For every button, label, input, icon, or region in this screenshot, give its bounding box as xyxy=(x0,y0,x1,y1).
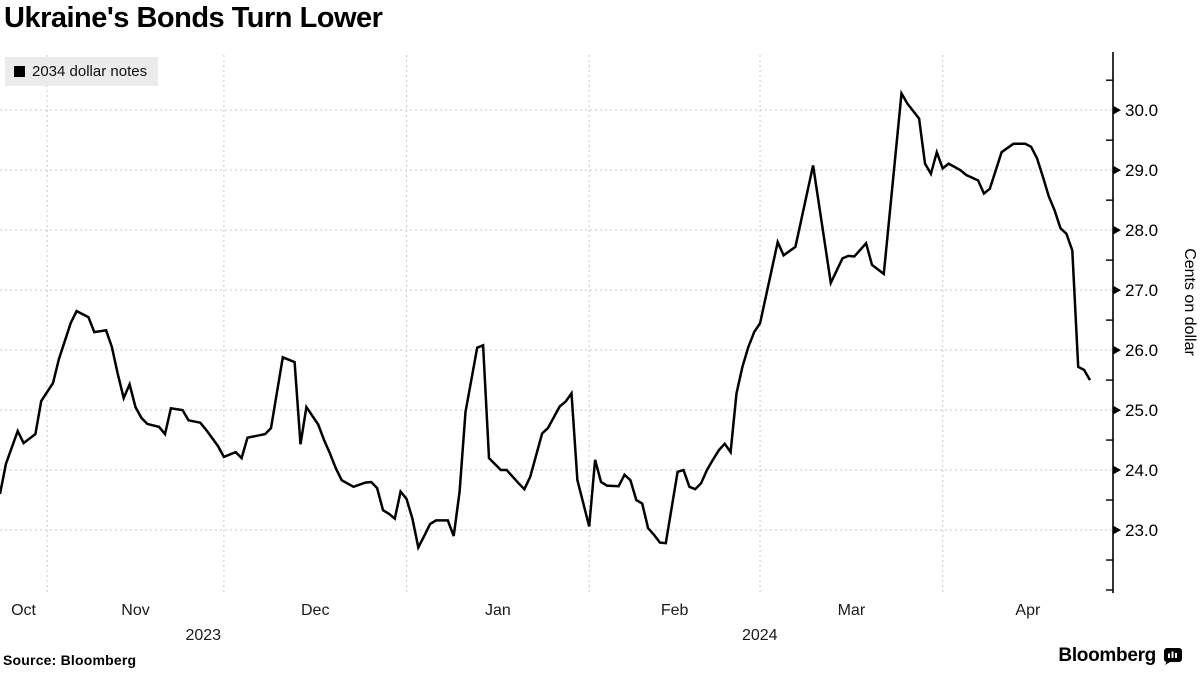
x-month-label: Nov xyxy=(121,602,149,619)
y-tick-label: 24.0 xyxy=(1125,461,1158,480)
bloomberg-wordmark: Bloomberg xyxy=(1058,645,1182,667)
y-tick-label: 23.0 xyxy=(1125,521,1158,540)
y-tick-label: 29.0 xyxy=(1125,161,1158,180)
y-tick-arrow-icon xyxy=(1113,285,1121,295)
x-month-label: Dec xyxy=(301,602,329,619)
legend-swatch-icon xyxy=(14,66,25,77)
brand-text: Bloomberg xyxy=(1058,645,1156,666)
bloomberg-terminal-icon xyxy=(1163,647,1182,665)
page-title: Ukraine's Bonds Turn Lower xyxy=(4,2,383,34)
x-year-label: 2023 xyxy=(185,627,221,644)
x-month-label: Apr xyxy=(1015,602,1041,619)
x-year-label: 2024 xyxy=(742,627,778,644)
x-month-label: Jan xyxy=(485,602,511,619)
price-line-2034-dollar-notes xyxy=(0,89,1092,552)
source-attribution: Source: Bloomberg xyxy=(3,652,137,668)
x-month-label: Feb xyxy=(661,602,689,619)
y-tick-arrow-icon xyxy=(1113,465,1121,475)
y-tick-label: 25.0 xyxy=(1125,401,1158,420)
y-tick-arrow-icon xyxy=(1113,345,1121,355)
y-tick-arrow-icon xyxy=(1113,105,1121,115)
y-tick-arrow-icon xyxy=(1113,405,1121,415)
y-tick-label: 27.0 xyxy=(1125,281,1158,300)
x-month-label: Mar xyxy=(838,602,866,619)
y-tick-label: 28.0 xyxy=(1125,221,1158,240)
y-tick-arrow-icon xyxy=(1113,165,1121,175)
y-axis-title: Cents on dollar xyxy=(1181,248,1198,356)
legend-label: 2034 dollar notes xyxy=(32,63,148,80)
y-tick-label: 26.0 xyxy=(1125,341,1158,360)
y-tick-label: 30.0 xyxy=(1125,101,1158,120)
y-tick-arrow-icon xyxy=(1113,225,1121,235)
y-tick-arrow-icon xyxy=(1113,525,1121,535)
chart-legend: 2034 dollar notes xyxy=(5,57,159,86)
x-month-label: Oct xyxy=(11,602,36,619)
